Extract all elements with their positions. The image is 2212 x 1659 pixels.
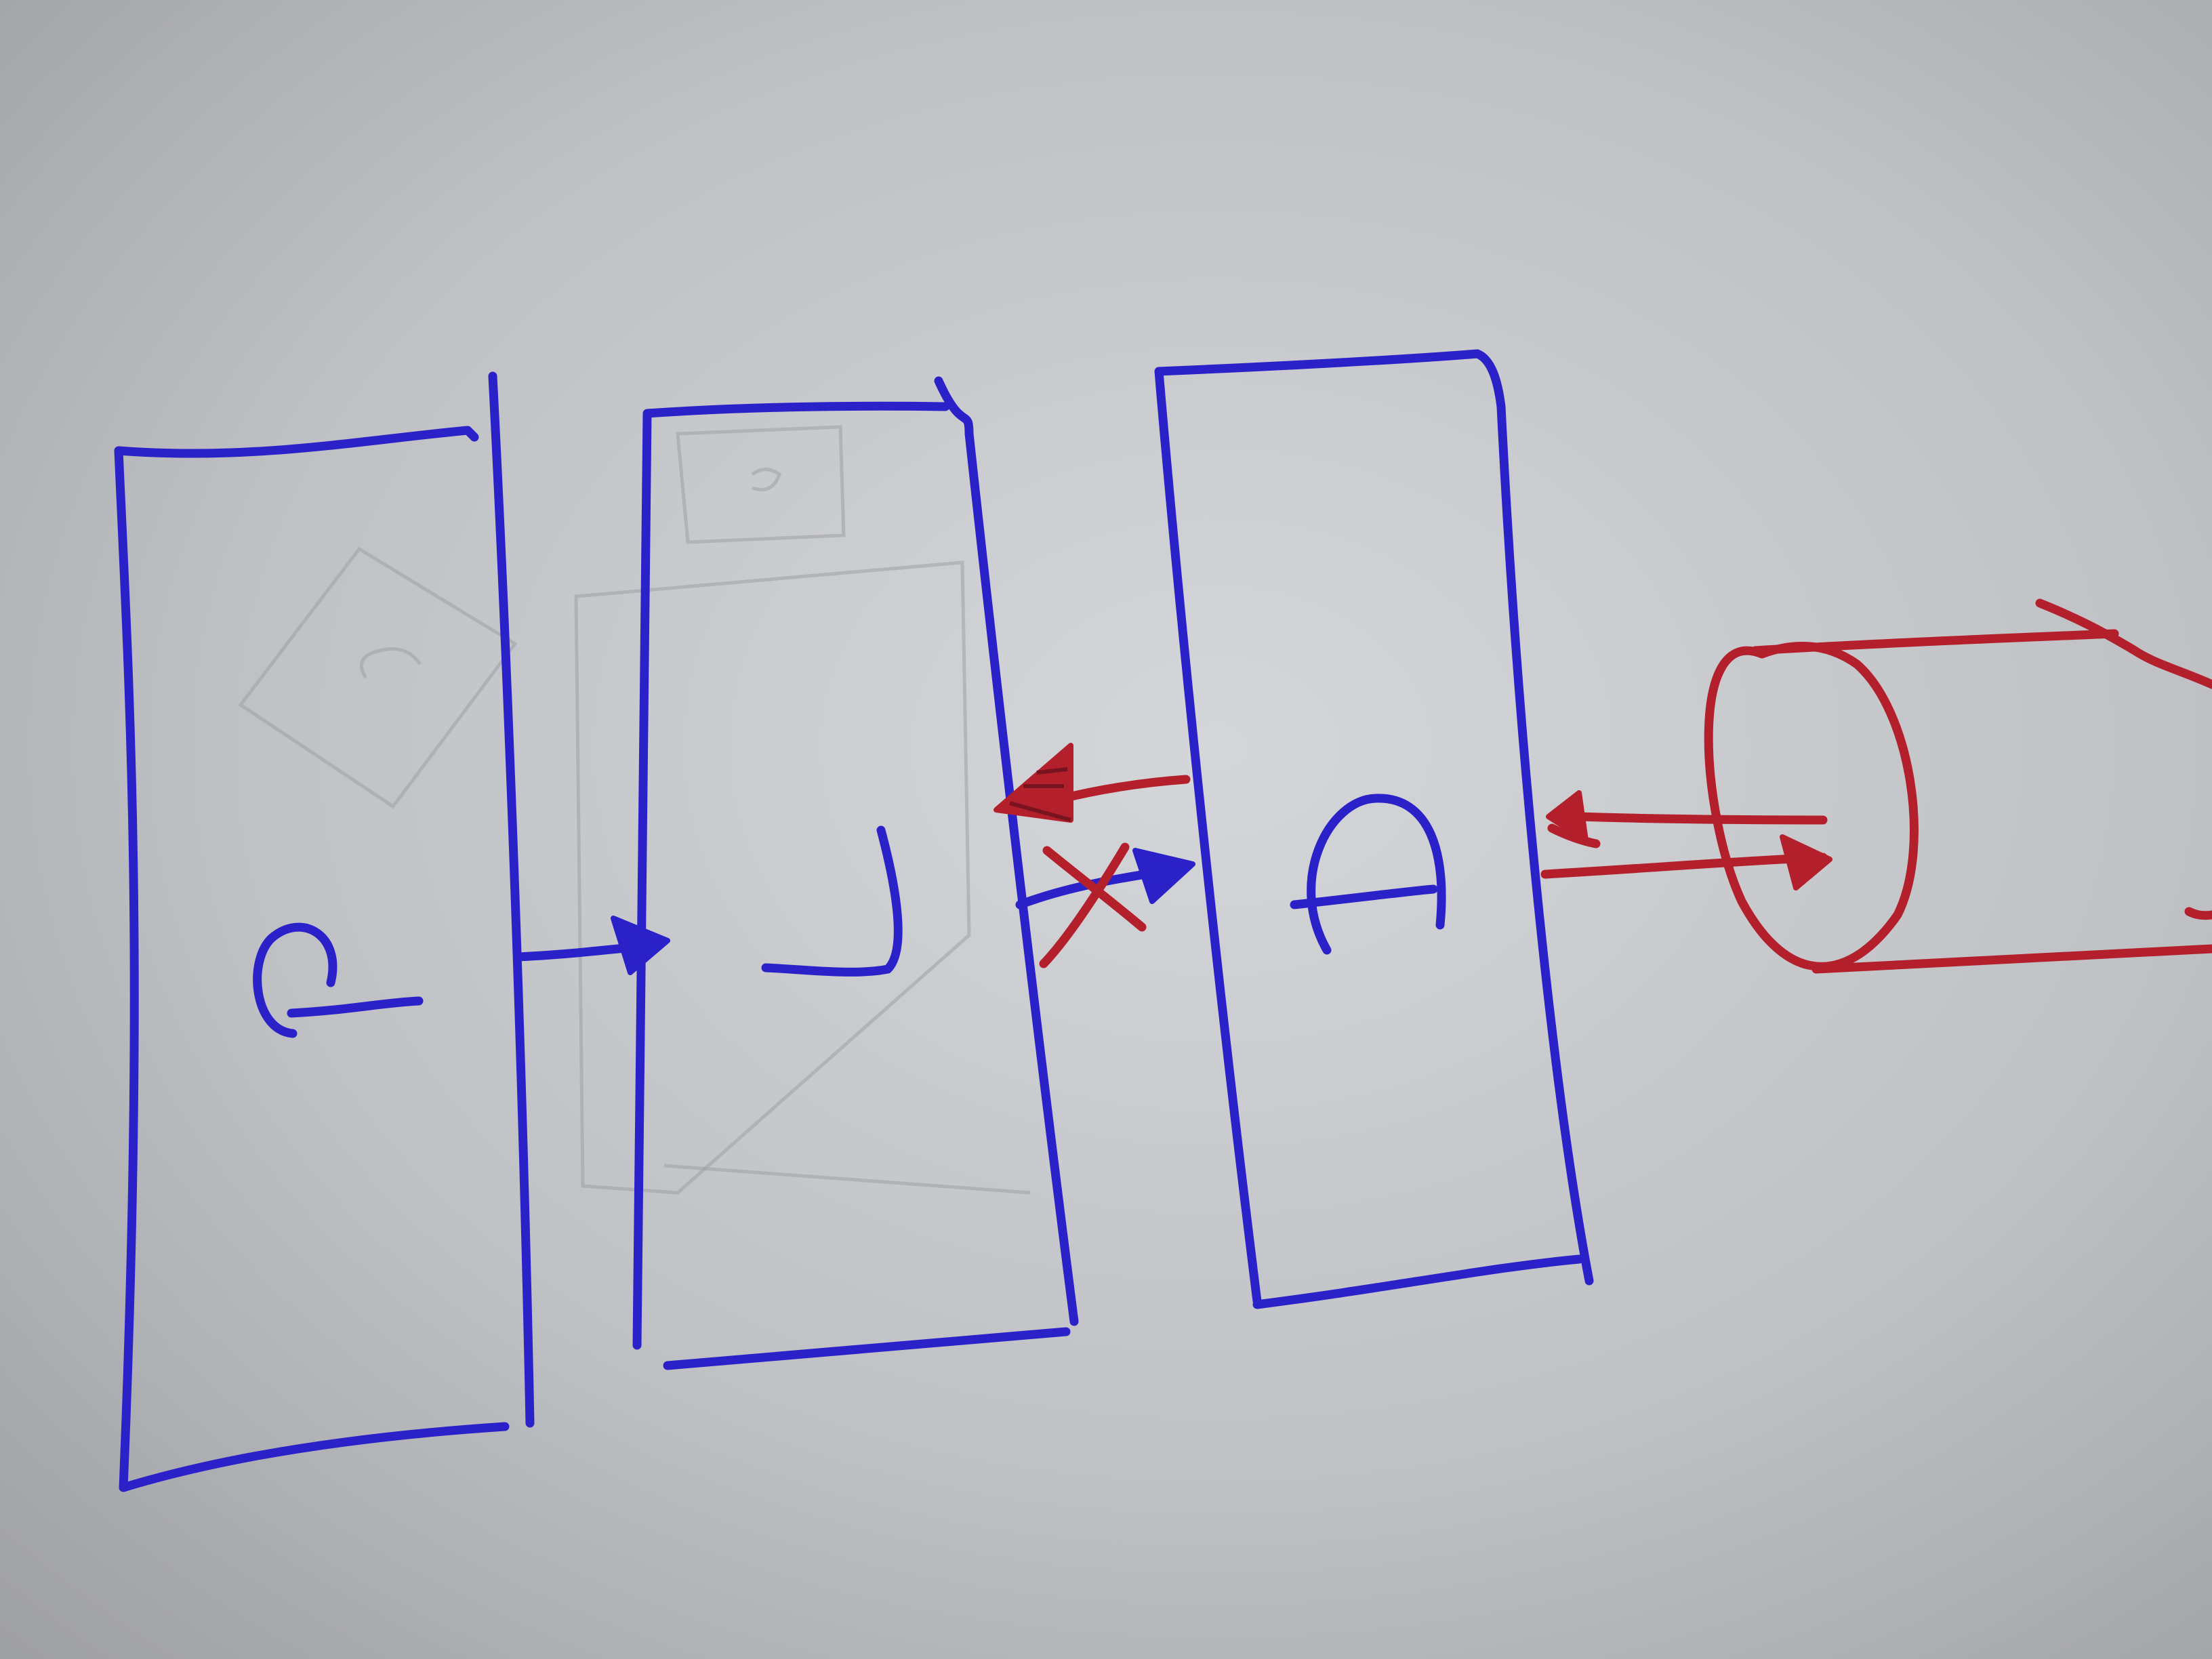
cross-out-mark — [1039, 842, 1147, 968]
box-j-outline — [632, 401, 1071, 1370]
arrow-j-to-a-crossed — [1015, 842, 1195, 968]
arrow-store-to-a — [1546, 790, 1828, 848]
cylinder-store — [1704, 598, 2212, 974]
box-j-right-edge — [934, 376, 1079, 1326]
cylinder-bottom-edge — [1811, 944, 2212, 974]
glyph-p — [253, 922, 424, 1038]
box-j — [632, 376, 1079, 1370]
box-a-outline — [1154, 349, 1594, 1309]
box-a — [1154, 349, 1594, 1309]
box-p-outline — [114, 426, 510, 1492]
arrow-a-to-j — [994, 743, 1191, 823]
box-p-right-edge — [488, 371, 535, 1428]
cylinder-top-edge — [1750, 598, 2212, 689]
cylinder-front-ellipse — [1704, 642, 1919, 971]
box-p — [114, 371, 535, 1492]
show-through-marks — [238, 425, 1031, 1195]
glyph-a — [1290, 794, 1446, 955]
arrow-p-to-j — [514, 916, 670, 975]
arrow-a-to-store — [1540, 834, 1832, 890]
glyph-j — [761, 825, 903, 977]
